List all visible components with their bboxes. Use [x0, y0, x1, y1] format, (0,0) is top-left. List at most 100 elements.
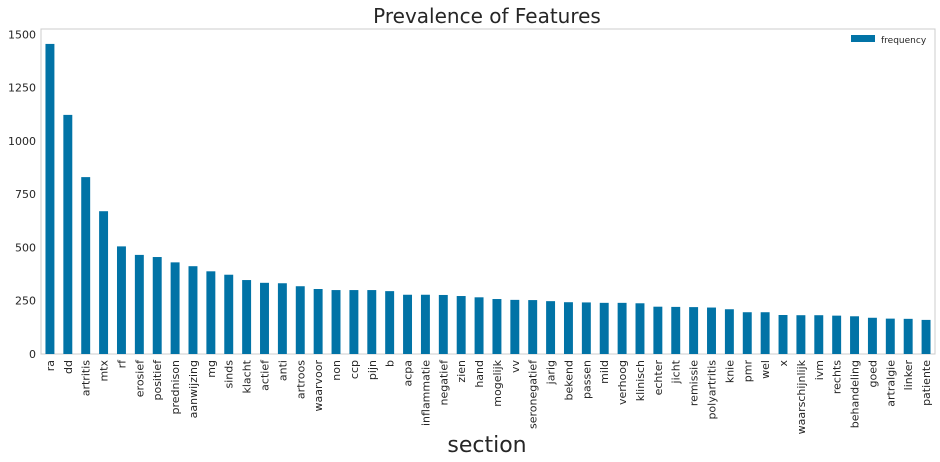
x-tick-label: acpa	[402, 360, 415, 387]
bar-bekend	[563, 302, 573, 354]
bar-passen	[581, 302, 591, 354]
bar-verhoog	[617, 302, 627, 354]
x-axis-label: section	[447, 433, 526, 458]
x-tick-label: jicht	[670, 359, 683, 384]
x-tick-label: ivm	[813, 360, 826, 380]
bar-b	[385, 291, 395, 354]
y-tick-label: 1000	[8, 135, 36, 148]
x-tick-label: ccp	[348, 360, 361, 379]
x-tick-label: dd	[62, 360, 75, 374]
bar-x	[778, 315, 788, 354]
bar-non	[331, 290, 341, 354]
bar-seronegatief	[528, 300, 538, 354]
x-tick-label: wel	[759, 360, 772, 379]
bar-negatief	[438, 294, 448, 354]
x-tick-label: prednison	[169, 360, 182, 415]
x-tick-label: waarvoor	[312, 360, 325, 412]
x-tick-label: behandeling	[849, 360, 862, 428]
x-tick-label: artritis	[80, 360, 93, 397]
bar-zien	[456, 296, 466, 354]
x-tick-label: verhoog	[616, 360, 629, 405]
bar-waarschijnlijk	[796, 315, 806, 354]
bar-polyartritis	[707, 307, 716, 354]
bar-linker	[903, 318, 913, 354]
y-tick-label: 1250	[8, 82, 36, 95]
x-tick-label: waarschijnlijk	[795, 359, 808, 434]
bar-sinds	[224, 274, 234, 354]
x-tick-label: artralgie	[884, 360, 897, 407]
x-tick-label: klinisch	[634, 360, 647, 401]
bar-actief	[260, 282, 269, 354]
x-tick-label: echter	[652, 360, 665, 396]
x-tick-label: mg	[205, 360, 218, 378]
x-tick-label: anti	[276, 360, 289, 381]
y-tick-label: 0	[29, 348, 36, 361]
x-tick-label: inflammatie	[419, 360, 432, 426]
bar-remissie	[689, 307, 699, 354]
legend-swatch	[851, 35, 875, 42]
bar-rf	[116, 246, 126, 354]
bar-mg	[206, 271, 216, 354]
bar-artralgie	[885, 318, 895, 354]
x-tick-label: artroos	[294, 360, 307, 399]
bar-ccp	[349, 290, 359, 354]
bar-positief	[152, 257, 162, 354]
x-tick-label: jarig	[545, 360, 558, 385]
x-tick-label: vv	[509, 360, 522, 374]
y-axis: 0 250 500 750 1000 1250 1500	[8, 28, 36, 361]
bar-mogelijk	[492, 299, 502, 354]
bar-jicht	[671, 306, 681, 354]
x-tick-label: linker	[902, 360, 915, 391]
x-tick-label: zien	[455, 360, 468, 383]
x-tick-label: passen	[580, 360, 593, 399]
bar-pijn	[367, 290, 377, 354]
x-tick-label: mogelijk	[491, 359, 504, 406]
x-tick-label: sinds	[223, 360, 236, 389]
x-tick-label: positief	[151, 359, 164, 401]
x-tick-label: remissie	[688, 360, 701, 406]
bar-prednison	[170, 262, 180, 354]
x-tick-label: actief	[259, 359, 272, 391]
bar-pmr	[742, 312, 752, 354]
x-tick-label: negatief	[437, 359, 450, 406]
x-tick-label: erosief	[133, 359, 146, 397]
bar-acpa	[403, 294, 413, 354]
bar-goed	[867, 317, 877, 354]
x-tick-label: pmr	[741, 360, 754, 383]
bar-ivm	[814, 315, 824, 354]
bar-behandeling	[850, 316, 860, 354]
x-tick-label: rf	[115, 359, 128, 369]
y-tick-label: 1500	[8, 28, 36, 41]
bar-vv	[510, 299, 520, 354]
bar-rechts	[832, 315, 842, 354]
bar-anti	[277, 283, 287, 354]
bar-jarig	[546, 301, 556, 354]
x-tick-label: pijn	[366, 360, 379, 380]
x-tick-label: bekend	[562, 360, 575, 400]
bar-artritis	[81, 177, 91, 354]
x-tick-label: b	[384, 360, 397, 367]
bar-artroos	[295, 286, 305, 354]
x-tick-label: klacht	[241, 359, 254, 393]
y-tick-label: 750	[15, 188, 36, 201]
bar-patiente	[921, 319, 931, 354]
y-tick-label: 250	[15, 295, 36, 308]
bar-mtx	[99, 211, 109, 354]
bar-inflammatie	[420, 294, 430, 354]
x-tick-label: polyartritis	[706, 360, 719, 420]
x-tick-label: aanwijzing	[187, 360, 200, 418]
y-tick-label: 500	[15, 241, 36, 254]
bar-echter	[653, 306, 663, 354]
bar-knie	[724, 309, 734, 354]
bar-klinisch	[635, 303, 645, 354]
bar-aanwijzing	[188, 266, 198, 354]
x-tick-label: rechts	[831, 360, 844, 394]
legend-label: frequency	[881, 36, 927, 46]
bar-erosief	[134, 254, 144, 354]
x-tick-label: knie	[723, 360, 736, 383]
x-tick-label: goed	[866, 360, 879, 387]
x-axis: ra dd artritis mtx rf erosief positief predniso…	[44, 359, 933, 434]
bar-wel	[760, 312, 770, 354]
x-tick-label: seronegatief	[527, 359, 540, 429]
x-tick-label: mild	[598, 360, 611, 384]
